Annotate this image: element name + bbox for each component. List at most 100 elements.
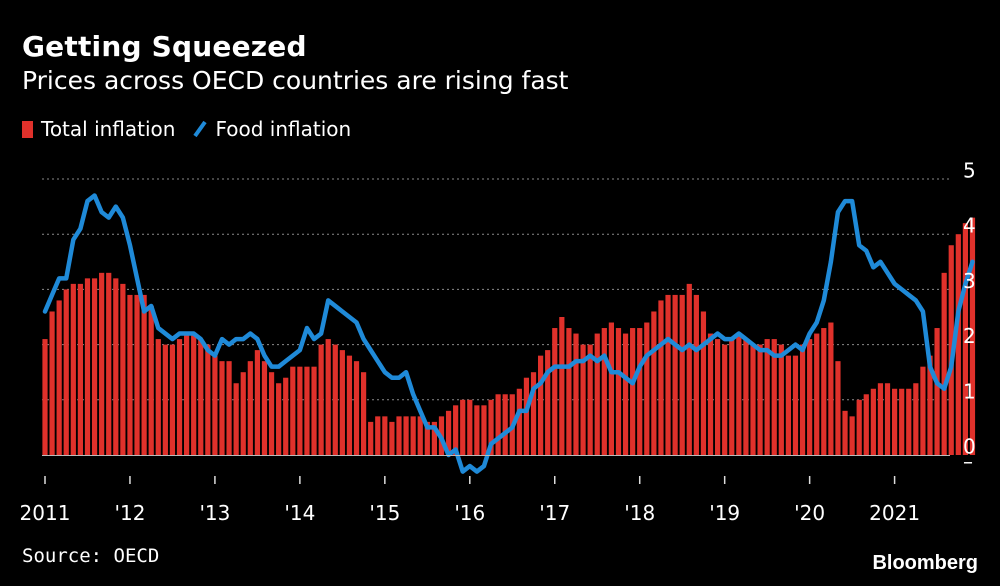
x-tick-label: '19: [709, 501, 740, 525]
x-axis: [42, 455, 950, 484]
bar-total-inflation: [608, 322, 614, 455]
bar-total-inflation: [332, 344, 338, 455]
bar-total-inflation: [601, 328, 607, 455]
bar-total-inflation: [870, 388, 876, 455]
bar-total-inflation: [821, 328, 827, 455]
x-axis-tick-labels: 2011 '12 '13 '14 '15 '16 '17 '18 '19 '20 2021: [20, 501, 921, 525]
bar-total-inflation: [644, 322, 650, 455]
bar-total-inflation: [566, 328, 572, 455]
bar-total-inflation: [261, 361, 268, 455]
x-tick-label: '14: [284, 501, 315, 525]
x-tick-label: '13: [199, 501, 230, 525]
bar-total-inflation: [375, 416, 381, 455]
bar-total-inflation: [552, 328, 558, 455]
bar-total-inflation: [495, 394, 501, 455]
y-tick-label: 4: [963, 214, 976, 238]
bar-total-inflation: [615, 328, 622, 455]
bar-total-inflation: [304, 366, 310, 455]
bar-total-inflation: [134, 294, 140, 455]
x-tick-label: '15: [369, 501, 400, 525]
bar-total-inflation: [212, 355, 218, 455]
bar-total-inflation: [184, 333, 190, 455]
bar-total-inflation: [481, 405, 487, 455]
legend-bar-swatch-icon: [22, 120, 33, 138]
bar-total-inflation: [148, 305, 154, 455]
bar-total-inflation: [743, 339, 749, 455]
bar-total-inflation: [700, 311, 707, 455]
bar-total-inflation: [516, 388, 522, 455]
bar-total-inflation: [91, 278, 98, 455]
bar-total-inflation: [431, 421, 437, 455]
bar-total-inflation: [445, 410, 452, 455]
bar-total-inflation: [424, 421, 430, 455]
bar-total-inflation: [523, 377, 530, 455]
bar-total-inflation: [247, 361, 253, 455]
bar-total-inflation: [155, 339, 161, 455]
bar-total-inflation: [630, 328, 636, 455]
bar-total-inflation: [474, 405, 480, 455]
bar-total-inflation: [722, 344, 728, 455]
bar-total-inflation: [962, 223, 968, 455]
bar-total-inflation: [679, 294, 685, 455]
bar-total-inflation: [254, 350, 260, 455]
bar-total-inflation: [594, 333, 600, 455]
bar-total-inflation: [658, 300, 664, 455]
x-tick-label: '12: [114, 501, 145, 525]
bar-total-inflation: [410, 416, 416, 455]
bar-total-inflation: [226, 361, 232, 455]
bar-total-inflation: [77, 283, 83, 455]
bar-total-inflation: [814, 333, 820, 455]
bar-total-inflation: [325, 339, 331, 455]
y-tick-label: 1: [963, 379, 976, 403]
chart-subtitle: Prices across OECD countries are rising …: [22, 66, 569, 95]
food-inflation-series-line: [42, 193, 975, 474]
bar-total-inflation: [205, 344, 211, 455]
legend-label-food-inflation: Food inflation: [215, 117, 352, 141]
bar-total-inflation: [799, 344, 806, 455]
x-tick-label: '17: [539, 501, 570, 525]
bar-total-inflation: [863, 394, 869, 455]
bar-total-inflation: [807, 339, 813, 455]
bar-total-inflation: [141, 294, 147, 455]
bar-total-inflation: [127, 294, 133, 455]
legend-label-total-inflation: Total inflation: [41, 117, 176, 141]
x-tick-label: '18: [624, 501, 655, 525]
bar-total-inflation: [927, 355, 933, 455]
y-axis-tick-labels: 5 4 3 2 1 0–: [963, 159, 976, 474]
bar-total-inflation: [63, 289, 69, 455]
bar-total-inflation: [693, 294, 699, 455]
legend-item-food-inflation: Food inflation: [193, 117, 351, 141]
bar-total-inflation: [162, 344, 168, 455]
bar-total-inflation: [467, 399, 473, 455]
bar-total-inflation: [920, 366, 926, 455]
bar-total-inflation: [736, 333, 742, 455]
bar-total-inflation: [106, 272, 112, 455]
bar-total-inflation: [49, 311, 55, 455]
bar-total-inflation: [892, 388, 898, 455]
brand-logo: Bloomberg: [872, 552, 978, 574]
bar-total-inflation: [368, 421, 374, 455]
bar-total-inflation: [715, 339, 721, 455]
bar-total-inflation: [538, 355, 544, 455]
y-tick-label: –: [963, 450, 973, 474]
bar-total-inflation: [339, 350, 345, 455]
bar-total-inflation: [849, 416, 855, 455]
x-tick-label: 2021: [869, 501, 920, 525]
bar-total-inflation: [460, 399, 466, 455]
bar-total-inflation: [169, 344, 176, 455]
y-tick-label: 2: [963, 324, 976, 348]
bar-total-inflation: [488, 399, 494, 455]
chart-title: Getting Squeezed: [22, 30, 307, 63]
bar-total-inflation: [113, 278, 119, 455]
bar-total-inflation: [764, 339, 770, 455]
x-tick-label: '20: [794, 501, 825, 525]
bar-total-inflation: [899, 388, 905, 455]
bar-total-inflation: [750, 344, 756, 455]
y-tick-label: 3: [963, 269, 976, 293]
bar-total-inflation: [219, 361, 225, 455]
bar-total-inflation: [318, 344, 324, 455]
bar-total-inflation: [559, 317, 565, 455]
bar-total-inflation: [389, 421, 395, 455]
bar-total-inflation: [297, 366, 303, 455]
bar-total-inflation: [587, 344, 593, 455]
